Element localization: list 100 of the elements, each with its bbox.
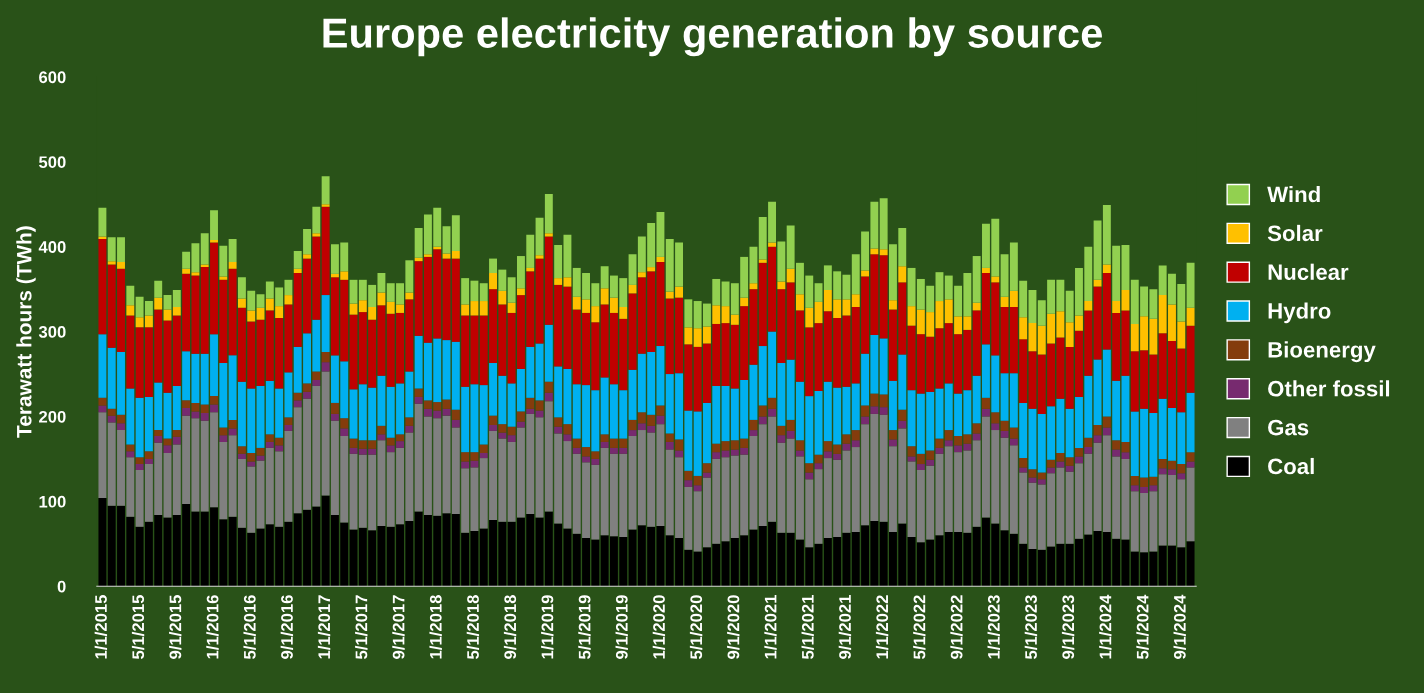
bar [1084,447,1093,454]
x-tick-label: 9/1/2022 [950,595,963,659]
x-tick-label: 1/1/2021 [764,595,777,659]
bar [796,440,804,451]
bar [98,239,107,335]
bar [154,297,163,310]
bar [330,402,339,414]
bar [572,447,581,454]
bar [321,204,330,207]
x-tick-label: 5/1/2019 [578,595,591,659]
bar [805,463,814,473]
legend-label: Gas [1268,419,1309,436]
x-tick-label: 5/1/2021 [801,595,814,659]
bar [851,440,860,448]
bar [1056,461,1065,468]
bar [777,281,786,290]
bar [544,381,553,393]
x-tick-label: 5/1/2018 [466,595,480,659]
bar [210,396,218,405]
bar [98,497,107,587]
bar [1084,301,1093,311]
bar [991,412,1000,424]
bar [972,423,981,434]
bar [982,397,990,409]
x-tick-label: 9/1/2019 [615,595,628,659]
bar [703,472,711,478]
bar [889,430,897,440]
bar [1112,440,1121,450]
bar [777,435,786,443]
x-tick-label: 5/1/2020 [689,595,703,659]
bar [293,268,302,274]
bar [656,256,665,262]
bar [312,371,321,380]
bar [740,297,749,307]
bar [293,392,302,401]
bar [423,254,432,257]
bar [247,461,256,467]
x-tick-label: 5/1/2024 [1136,594,1149,659]
bar [303,254,311,259]
bar [749,430,758,437]
bar [237,453,246,459]
bar [1019,317,1028,340]
bar [1000,430,1009,438]
bar [861,270,870,277]
bar [1186,262,1195,308]
bar [684,299,693,328]
bar [98,334,107,398]
bar [656,415,665,425]
bar [135,464,144,470]
bar [377,425,386,435]
bar [991,276,1000,283]
bar [777,241,786,282]
bar [172,436,181,445]
bar [544,392,553,402]
bar [982,267,990,274]
bar [870,248,879,255]
bar [451,409,460,420]
bar [442,408,451,416]
bar [172,430,181,437]
bar [1028,469,1037,478]
bar [1186,307,1195,326]
bar [758,259,767,263]
bar [479,301,488,316]
bar [330,413,339,421]
bar [172,306,181,316]
bar [126,285,135,306]
bar [1093,435,1102,443]
bar [1075,456,1083,464]
bar [126,305,135,316]
bar [972,433,981,441]
bar [786,419,795,431]
bar [1093,279,1102,287]
bar [628,254,637,285]
legend-label: Bioenergy [1268,341,1376,363]
bar [126,451,135,458]
bar [851,430,860,441]
bar [879,407,888,415]
x-tick-label: 5/1/2017 [355,595,368,659]
bar [479,444,488,453]
y-tick-label: 300 [38,326,66,338]
bar [414,396,423,404]
bar [349,389,358,439]
bar [1065,465,1074,472]
bar [321,362,330,372]
y-tick-label: 0 [57,580,66,593]
bar [1065,457,1074,466]
x-tick-label: 5/1/2022 [913,595,926,659]
bar [321,351,330,363]
x-tick-label: 1/1/2019 [541,595,554,659]
bar [228,428,237,436]
bar [256,294,265,308]
bar [851,294,860,307]
bar [1102,427,1111,436]
bar [1075,447,1083,457]
bar [405,425,414,433]
bar [786,268,795,283]
bar [284,417,293,425]
y-axis-title: Terawatt hours (TWh) [16,226,36,438]
bar [321,295,330,352]
bar [1186,541,1195,587]
